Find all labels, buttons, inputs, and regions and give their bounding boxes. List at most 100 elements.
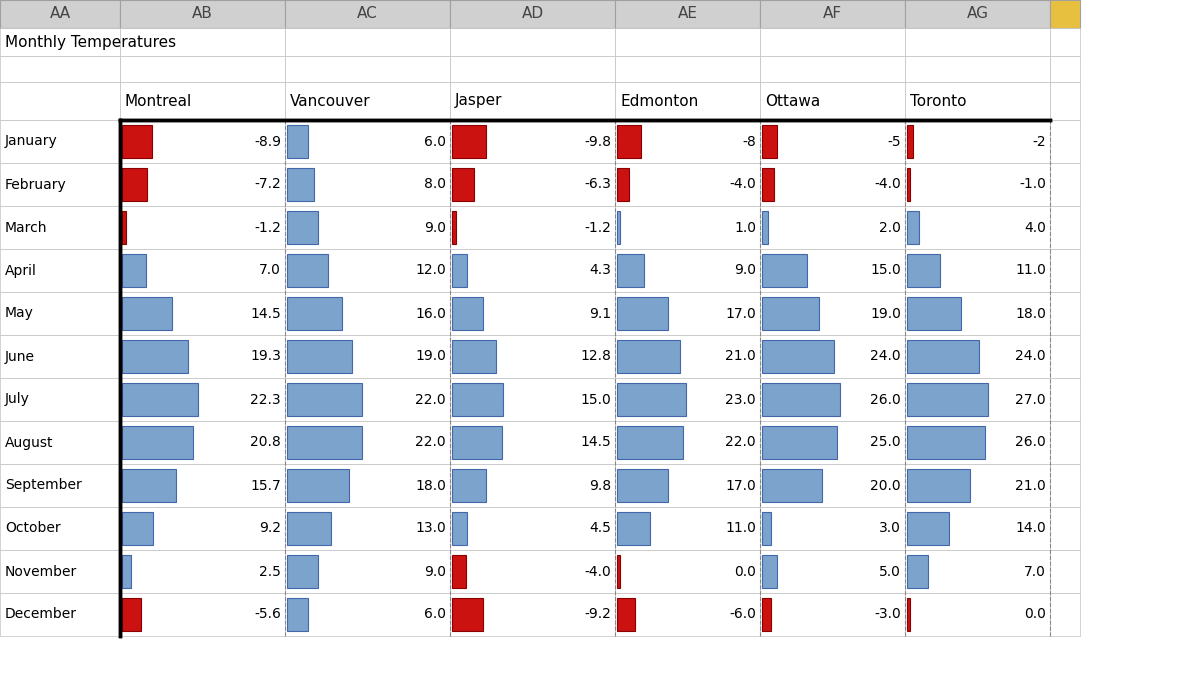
Bar [120,464,286,507]
Bar [760,0,905,28]
Bar [762,211,768,244]
Bar [450,249,616,292]
Text: 9.8: 9.8 [589,479,611,493]
Bar [0,249,120,292]
Text: Monthly Temperatures: Monthly Temperatures [5,35,176,49]
Text: 23.0: 23.0 [725,393,756,406]
Bar [122,469,175,502]
Bar [907,254,940,287]
Bar [286,206,450,249]
Bar [286,28,450,56]
Bar [450,82,616,120]
Text: AB: AB [192,6,212,22]
Bar [452,168,474,201]
Bar [762,598,772,631]
Bar [907,512,949,545]
Bar [905,206,1050,249]
Bar [616,206,760,249]
Bar [1050,56,1080,82]
Text: 21.0: 21.0 [1015,479,1046,493]
Bar [450,120,616,163]
Bar [617,555,620,588]
Bar [1050,120,1080,163]
Bar [617,426,683,459]
Bar [1050,550,1080,593]
Bar [762,469,822,502]
Bar [617,469,668,502]
Text: October: October [5,521,61,535]
Text: 21.0: 21.0 [725,349,756,363]
Bar [286,593,450,636]
Text: -7.2: -7.2 [254,177,281,191]
Bar [905,378,1050,421]
Bar [0,163,120,206]
Bar [760,120,905,163]
Bar [287,555,318,588]
Bar [122,555,131,588]
Text: 18.0: 18.0 [415,479,446,493]
Bar [760,550,905,593]
Bar [0,120,120,163]
Bar [286,56,450,82]
Bar [905,593,1050,636]
Text: AE: AE [678,6,697,22]
Bar [120,292,286,335]
Bar [1050,464,1080,507]
Text: 12.8: 12.8 [580,349,611,363]
Bar [450,56,616,82]
Text: 7.0: 7.0 [1024,564,1046,578]
Bar [286,550,450,593]
Text: AD: AD [522,6,544,22]
Bar [120,507,286,550]
Text: 22.0: 22.0 [415,393,446,406]
Bar [907,469,970,502]
Text: 20.0: 20.0 [870,479,901,493]
Bar [1050,206,1080,249]
Bar [907,426,985,459]
Bar [907,555,928,588]
Text: 19.0: 19.0 [870,306,901,320]
Text: 24.0: 24.0 [1015,349,1046,363]
Bar [617,383,686,416]
Bar [450,593,616,636]
Text: January: January [5,134,58,148]
Bar [286,249,450,292]
Text: Ottawa: Ottawa [766,93,821,109]
Bar [760,292,905,335]
Text: August: August [5,436,54,450]
Bar [616,82,760,120]
Bar [287,598,307,631]
Text: November: November [5,564,77,578]
Text: 17.0: 17.0 [725,479,756,493]
Bar [907,598,910,631]
Text: 15.7: 15.7 [251,479,281,493]
Bar [286,292,450,335]
Bar [905,82,1050,120]
Text: -4.0: -4.0 [584,564,611,578]
Bar [286,0,450,28]
Text: 24.0: 24.0 [870,349,901,363]
Bar [0,206,120,249]
Bar [120,593,286,636]
Bar [762,426,838,459]
Bar [1050,163,1080,206]
Bar [287,340,352,373]
Bar [905,550,1050,593]
Bar [762,254,808,287]
Bar [122,512,154,545]
Bar [616,292,760,335]
Text: June: June [5,349,35,363]
Bar [452,469,486,502]
Text: 4.3: 4.3 [589,264,611,278]
Text: Jasper: Jasper [455,93,503,109]
Bar [287,125,307,158]
Bar [617,340,680,373]
Bar [287,383,362,416]
Text: 9.0: 9.0 [424,221,446,235]
Bar [616,593,760,636]
Text: AC: AC [358,6,378,22]
Bar [762,383,840,416]
Text: May: May [5,306,34,320]
Bar [907,168,910,201]
Bar [287,297,342,330]
